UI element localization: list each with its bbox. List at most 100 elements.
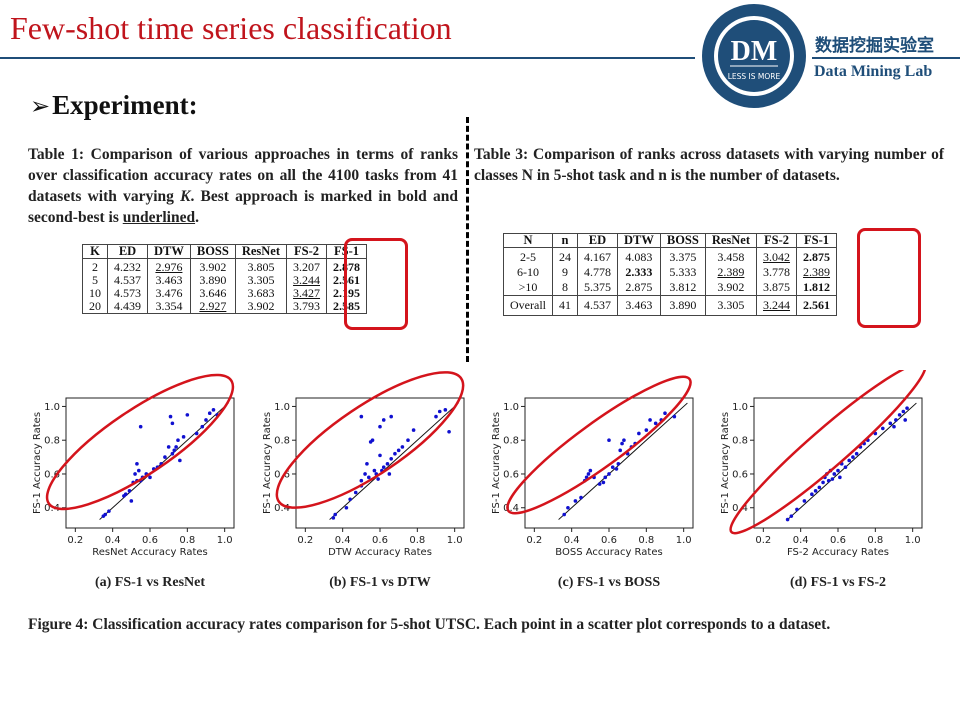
table-cell: 3.042 [756, 247, 798, 265]
data-point [821, 480, 825, 485]
table-cell: 3.778 [756, 265, 798, 280]
table-cell: 3.902 [234, 300, 288, 314]
table3-header-cell: FS-1 [796, 233, 838, 248]
data-point [170, 421, 175, 426]
table-cell: 3.793 [286, 300, 328, 314]
x-tick-label: 0.8 [867, 535, 883, 546]
data-point [333, 512, 337, 517]
x-tick-label: 1.0 [676, 535, 692, 546]
data-point [385, 462, 390, 466]
table-row: 5 4.537 3.463 3.890 3.305 3.244 2.561 [82, 274, 368, 287]
table1-caption: Table 1: Comparison of various approache… [28, 146, 458, 226]
table-cell: 3.805 [234, 258, 288, 274]
data-point [133, 472, 137, 476]
data-point [826, 478, 831, 483]
data-point [381, 465, 386, 470]
x-axis-label: BOSS Accuracy Rates [555, 547, 662, 558]
data-point [378, 424, 382, 429]
scatter-figure: 0.2 0.4 0.6 0.8 1.0 0.4 0.6 0.8 1.0 ResNet Accura… [32, 370, 927, 558]
y-tick-label: 1.0 [44, 402, 60, 413]
diagonal-line [99, 402, 229, 520]
data-point [168, 414, 173, 419]
y-tick-label: 1.0 [274, 402, 290, 413]
data-point [148, 475, 152, 480]
subcaption: (d) FS-1 vs FS-2 [789, 575, 887, 590]
data-point [411, 428, 416, 432]
x-tick-label: 0.4 [105, 535, 121, 546]
data-point [901, 409, 906, 414]
table1-header-cell: ED [107, 244, 148, 259]
data-point [579, 495, 583, 500]
table-cell: 3.463 [616, 295, 661, 316]
x-tick-label: 0.4 [564, 535, 580, 546]
data-point [166, 445, 171, 449]
data-point [200, 424, 205, 429]
data-point [637, 431, 641, 436]
x-axis-label: FS-2 Accuracy Rates [787, 547, 889, 558]
logo-motto: LESS IS MORE [728, 72, 781, 81]
data-point [172, 448, 177, 453]
table1-header-cell: K [82, 244, 108, 259]
data-point [620, 441, 624, 446]
table-cell: 3.375 [659, 247, 706, 265]
scatter-plot: 0.2 0.4 0.6 0.8 1.00.40.60.81.0FS-2 Accuracy… [720, 370, 927, 558]
table3-header-cell: N [503, 233, 553, 248]
scatter-plot: 0.2 0.4 0.6 0.8 1.0 0.4 0.6 0.8 1.0 ResNet Accura… [32, 373, 235, 558]
data-point [851, 455, 855, 459]
y-axis-label: FS-1 Accuracy Rates [262, 412, 273, 514]
data-point [897, 413, 902, 417]
table-cell: 3.244 [756, 295, 798, 316]
data-point [138, 424, 143, 429]
y-axis-label: FS-1 Accuracy Rates [32, 412, 43, 514]
data-point [588, 468, 593, 473]
data-point [789, 514, 794, 518]
table-cell: 3.305 [234, 274, 288, 287]
data-point [137, 468, 141, 473]
diagonal-line [558, 402, 688, 520]
data-point [566, 505, 570, 510]
subcaption: (b) FS-1 vs DTW [329, 575, 431, 590]
data-point [616, 462, 621, 466]
data-point [211, 408, 216, 412]
table-cell: 2.389 [796, 265, 838, 280]
data-point [163, 455, 167, 459]
plot-frame [524, 397, 694, 529]
table-overall-row: Overall 41 4.537 3.463 3.890 3.305 3.244 2.561 [503, 295, 838, 316]
data-point [363, 472, 367, 476]
data-point [586, 472, 591, 476]
highlight-ellipse [729, 370, 927, 535]
x-tick-label: 0.8 [638, 535, 654, 546]
section-divider [466, 117, 469, 362]
table-cell: 2 [82, 258, 108, 274]
table-cell: 3.875 [756, 280, 798, 296]
highlight-ellipse [506, 375, 692, 515]
x-tick-label: 0.8 [179, 535, 195, 546]
data-point [830, 477, 835, 481]
data-point [103, 512, 107, 517]
table-row: 2-5 24 4.167 4.083 3.375 3.458 3.042 2.875 [503, 247, 838, 265]
table1-highlight-box [344, 238, 408, 330]
table-cell: 6-10 [503, 265, 553, 280]
table1-header-cell: ResNet [234, 244, 288, 259]
lab-name-chinese: 数据挖掘实验室 [815, 36, 934, 56]
x-tick-label: 0.4 [793, 535, 809, 546]
data-point [838, 475, 842, 480]
data-point [344, 505, 349, 510]
data-point [176, 438, 180, 443]
y-tick-label: 0.8 [503, 436, 519, 447]
x-tick-label: 0.2 [297, 535, 313, 546]
table-cell: 3.812 [659, 280, 706, 296]
data-point [107, 509, 111, 513]
x-tick-label: 1.0 [217, 535, 233, 546]
figure-caption: Figure 4: Classification accuracy rates … [28, 616, 831, 633]
data-point [562, 512, 566, 517]
table-cell: 20 [82, 300, 108, 314]
x-tick-label: 0.2 [526, 535, 542, 546]
data-point [174, 445, 178, 449]
data-point [573, 499, 578, 503]
table-cell: 2.875 [796, 247, 838, 265]
table3-header-cell: ED [576, 233, 618, 248]
table-cell: 4.573 [107, 287, 148, 300]
x-tick-label: 0.6 [830, 535, 846, 546]
data-point [181, 435, 186, 439]
